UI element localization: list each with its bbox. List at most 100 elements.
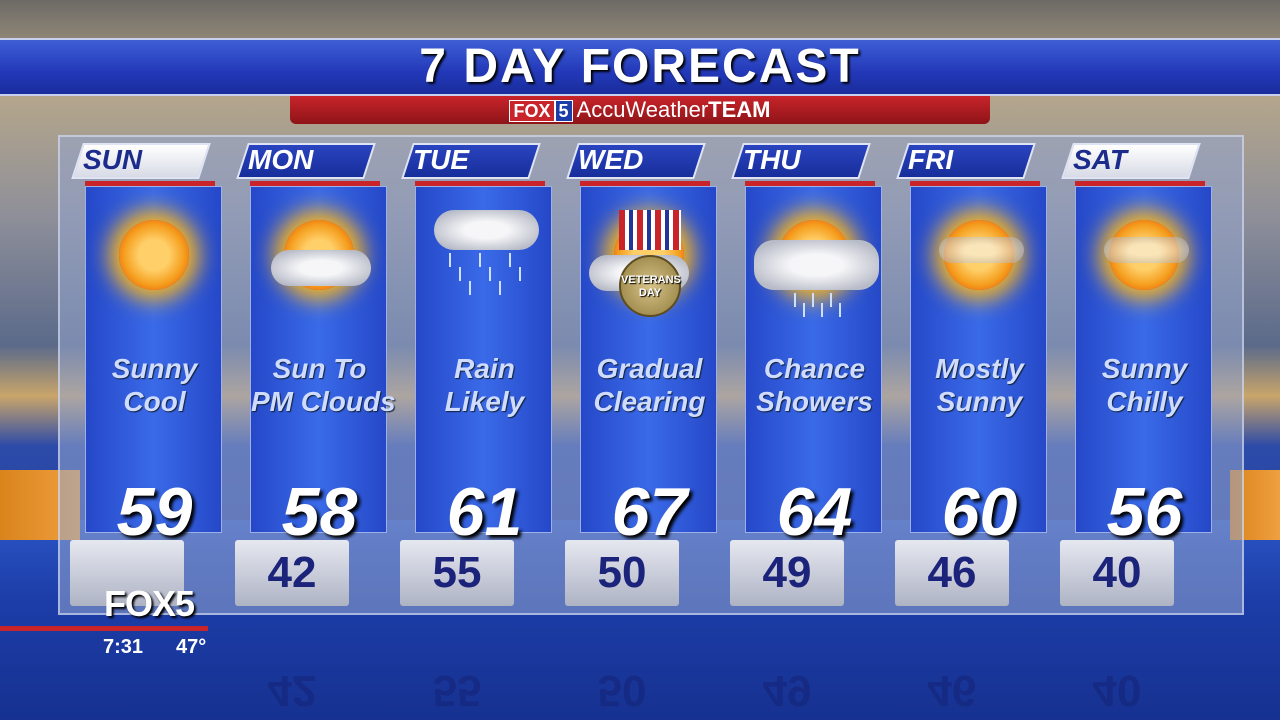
condition-line-2: Likely: [444, 386, 525, 417]
day-panel: Rain Likely 61: [415, 186, 553, 550]
cloud: [939, 237, 1024, 263]
day-panel: Sun To PM Clouds 58: [250, 186, 396, 550]
station-logo: FOX5: [104, 583, 195, 624]
condition-line-2: Clearing: [593, 386, 706, 417]
condition-text: Sunny Chilly: [1076, 352, 1213, 418]
raindrop: [839, 303, 841, 317]
day-label: FRI: [908, 144, 954, 175]
condition-line-2: Chilly: [1106, 386, 1183, 417]
low-temp-box: [565, 540, 679, 606]
cloud: [754, 240, 879, 290]
condition-line-1: Gradual: [596, 353, 703, 384]
medal: VETERANS DAY: [619, 255, 681, 317]
high-temperature: 60: [941, 474, 1018, 550]
tab-underline: [250, 181, 380, 186]
condition-text: Gradual Clearing: [581, 352, 718, 418]
raindrop: [509, 253, 511, 267]
condition-text: Sun To PM Clouds: [251, 352, 396, 418]
raindrop: [489, 267, 491, 281]
day-panel: Sunny Cool 59: [85, 186, 223, 550]
low-temp-reflection: 40: [1092, 666, 1142, 715]
day-label: TUE: [413, 144, 469, 175]
condition-line-2: Sunny: [936, 386, 1023, 417]
raindrop: [519, 267, 521, 281]
veterans-day-medal-icon: VETERANS DAY: [589, 195, 709, 317]
cloud: [1104, 237, 1189, 263]
high-temperature: 56: [1106, 474, 1183, 550]
tab-underline: [1075, 181, 1205, 186]
rain-cloud-icon: [424, 195, 544, 315]
day-panel: Sunny Chilly 56: [1075, 186, 1213, 550]
raindrop: [459, 267, 461, 281]
low-temp-reflection: 42: [267, 666, 317, 715]
medal-ribbon: [619, 210, 681, 250]
tab-underline: [580, 181, 710, 186]
tab-underline: [415, 181, 545, 186]
low-temp-box: [1060, 540, 1174, 606]
low-temp-box: [70, 540, 184, 606]
raindrop: [469, 281, 471, 295]
fox-logo: FOX: [509, 100, 555, 122]
day-label: MON: [248, 144, 314, 175]
condition-line-2: Cool: [123, 386, 186, 417]
condition-text: Sunny Cool: [86, 352, 223, 418]
channel-5-logo: 5: [554, 100, 573, 122]
tab-underline: [910, 181, 1040, 186]
raindrop: [803, 303, 805, 317]
current-time: 7:31: [103, 636, 144, 658]
tab-underline: [85, 181, 215, 186]
high-temperature: 59: [116, 474, 193, 550]
sun-shower-icon: [754, 195, 879, 317]
cloud: [434, 210, 539, 250]
raindrop: [449, 253, 451, 267]
day-label: THU: [743, 144, 801, 175]
day-panel: VETERANS DAY Gradual Clearing 67: [580, 186, 718, 550]
low-temp-box: [895, 540, 1009, 606]
high-temperature: 61: [446, 474, 523, 550]
condition-line-1: Mostly: [935, 353, 1024, 384]
day-panel: Chance Showers 64: [745, 186, 883, 550]
team-label: TEAM: [708, 97, 771, 122]
logo-underline: [0, 626, 208, 631]
sun: [119, 220, 189, 290]
sun-cloud-icon: [259, 195, 379, 315]
high-temperature: 58: [281, 474, 358, 550]
low-temp-reflection: 50: [597, 666, 647, 715]
high-temperature: 67: [611, 474, 688, 550]
low-temp-box: [400, 540, 514, 606]
mostly-sunny-icon: [919, 195, 1039, 315]
low-temperature: 50: [597, 548, 647, 597]
condition-line-1: Chance: [763, 353, 866, 384]
raindrop: [499, 281, 501, 295]
raindrop: [812, 293, 814, 307]
cloud: [271, 250, 371, 286]
low-temp-reflection: 46: [927, 666, 977, 715]
subtitle-branding: FOX 5 AccuWeatherTEAM: [0, 96, 1280, 125]
condition-line-1: Sunny: [1101, 353, 1188, 384]
condition-line-1: Sunny: [111, 353, 198, 384]
title-bar: [0, 38, 1280, 96]
low-temp-reflection: 49: [762, 666, 812, 715]
accuweather-label: AccuWeather: [576, 97, 709, 122]
day-label: SAT: [1073, 144, 1127, 175]
low-temperature: 46: [927, 548, 977, 597]
condition-line-2: PM Clouds: [251, 386, 396, 417]
raindrop: [830, 293, 832, 307]
subtitle-bar: [290, 96, 990, 124]
raindrop: [479, 253, 481, 267]
low-temperature: 49: [762, 548, 812, 597]
condition-text: Mostly Sunny: [911, 352, 1048, 418]
low-temp-box: [235, 540, 349, 606]
sun-haze-icon: [1084, 195, 1204, 315]
day-panel: Mostly Sunny 60: [910, 186, 1048, 550]
condition-text: Rain Likely: [416, 352, 553, 418]
low-temperature: 42: [267, 548, 317, 597]
condition-text: Chance Showers: [746, 352, 883, 418]
low-temperature: 55: [432, 548, 482, 597]
page-title: 7 DAY FORECAST: [419, 40, 861, 93]
condition-line-1: Sun To: [272, 353, 367, 384]
low-temp-reflection: 55: [432, 666, 482, 715]
high-temperature: 64: [776, 474, 853, 550]
day-label: SUN: [83, 144, 143, 175]
raindrop: [821, 303, 823, 317]
